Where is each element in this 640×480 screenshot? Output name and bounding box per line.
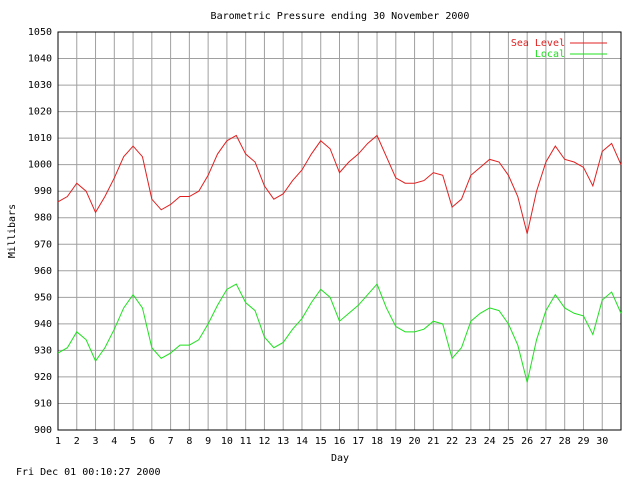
x-tick-label: 20 [409,436,421,447]
x-tick-label: 28 [559,436,571,447]
y-tick-label: 1040 [28,54,52,65]
x-tick-label: 26 [521,436,533,447]
y-tick-label: 1010 [28,133,52,144]
x-tick-label: 16 [333,436,345,447]
plot-frame [57,31,622,431]
x-tick-label: 9 [205,436,211,447]
x-axis-label: Day [331,453,349,464]
x-tick-label: 12 [258,436,270,447]
x-tick-label: 19 [390,436,402,447]
x-tick-label: 2 [74,436,80,447]
legend-label: Sea Level [511,38,565,49]
y-tick-label: 1050 [28,27,52,38]
chart-title: Barometric Pressure ending 30 November 2… [211,11,470,22]
timestamp: Fri Dec 01 00:10:27 2000 [16,467,161,478]
x-tick-label: 11 [240,436,252,447]
x-tick-label: 30 [596,436,608,447]
x-tick-label: 15 [315,436,327,447]
y-tick-label: 1030 [28,80,52,91]
x-tick-label: 3 [93,436,99,447]
x-tick-label: 14 [296,436,308,447]
x-tick-label: 5 [130,436,136,447]
x-tick-label: 7 [168,436,174,447]
x-tick-label: 27 [540,436,552,447]
y-tick-label: 930 [34,345,52,356]
x-tick-label: 4 [111,436,117,447]
legend-label: Local [535,49,565,60]
x-tick-label: 29 [577,436,589,447]
x-tick-label: 13 [277,436,289,447]
x-tick-label: 17 [352,436,364,447]
x-tick-label: 21 [427,436,439,447]
y-tick-label: 900 [34,425,52,436]
y-tick-label: 970 [34,239,52,250]
x-tick-label: 24 [484,436,496,447]
y-tick-label: 1000 [28,160,52,171]
x-tick-label: 18 [371,436,383,447]
x-tick-label: 23 [465,436,477,447]
y-tick-label: 940 [34,319,52,330]
x-tick-label: 25 [502,436,514,447]
y-tick-label: 950 [34,292,52,303]
data-line [57,134,622,234]
x-tick-label: 10 [221,436,233,447]
x-tick-label: 1 [55,436,61,447]
x-tick-label: 6 [149,436,155,447]
y-tick-label: 980 [34,213,52,224]
y-axis-label: Millibars [7,204,18,258]
y-tick-label: 910 [34,398,52,409]
y-tick-label: 990 [34,186,52,197]
data-line [57,283,622,383]
y-tick-label: 920 [34,372,52,383]
x-tick-label: 8 [186,436,192,447]
y-tick-label: 1020 [28,107,52,118]
x-tick-label: 22 [446,436,458,447]
y-tick-label: 960 [34,266,52,277]
